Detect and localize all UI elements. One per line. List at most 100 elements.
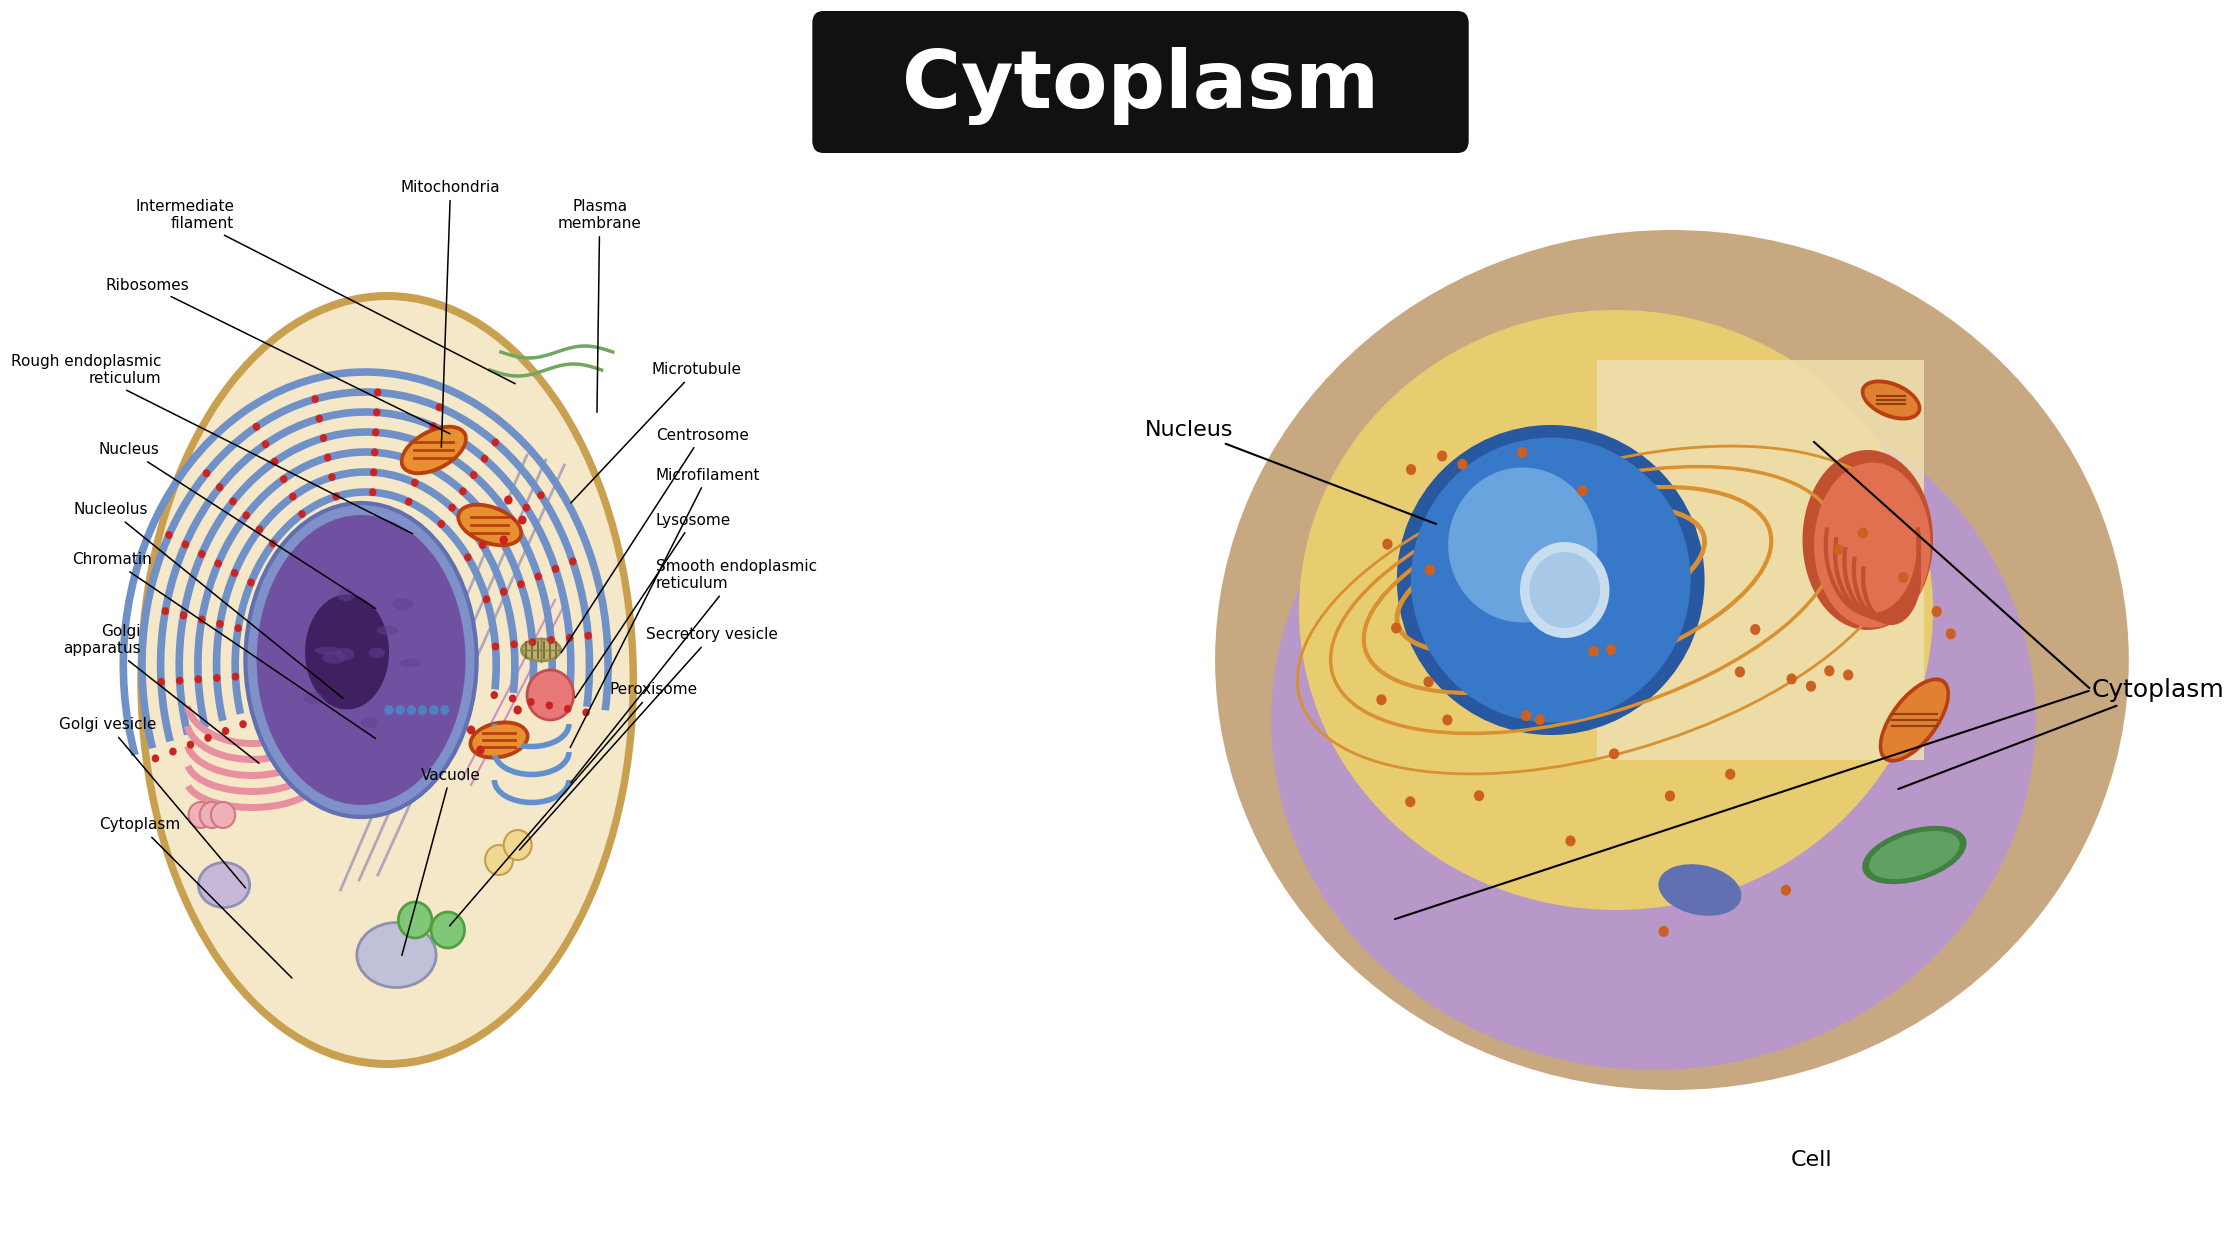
Circle shape — [374, 408, 381, 416]
Ellipse shape — [392, 598, 412, 611]
Circle shape — [486, 845, 513, 874]
Circle shape — [569, 557, 576, 566]
Circle shape — [582, 708, 589, 717]
Ellipse shape — [1814, 462, 1931, 627]
Circle shape — [1823, 665, 1835, 677]
Text: Plasma
membrane: Plasma membrane — [558, 199, 641, 412]
Circle shape — [484, 595, 491, 604]
Ellipse shape — [403, 428, 464, 471]
Ellipse shape — [361, 717, 379, 728]
Circle shape — [372, 428, 379, 436]
Ellipse shape — [1803, 450, 1933, 630]
Ellipse shape — [367, 648, 385, 658]
Circle shape — [1425, 564, 1436, 576]
Circle shape — [1458, 459, 1467, 470]
Ellipse shape — [146, 300, 629, 1060]
Circle shape — [354, 775, 363, 785]
Ellipse shape — [1214, 231, 2128, 1090]
Circle shape — [217, 620, 224, 627]
Text: Secretory vesicle: Secretory vesicle — [520, 627, 777, 851]
Circle shape — [1443, 714, 1452, 726]
Polygon shape — [1597, 360, 1924, 760]
Ellipse shape — [399, 659, 421, 668]
Circle shape — [470, 471, 477, 479]
Ellipse shape — [457, 503, 522, 547]
Circle shape — [408, 706, 417, 714]
Text: Lysosome: Lysosome — [576, 513, 730, 698]
Ellipse shape — [376, 626, 399, 635]
Circle shape — [410, 596, 419, 605]
Circle shape — [1577, 485, 1588, 496]
Circle shape — [1947, 629, 1956, 639]
Text: Rough endoplasmic
reticulum: Rough endoplasmic reticulum — [11, 354, 412, 534]
Ellipse shape — [468, 721, 529, 760]
Ellipse shape — [336, 648, 354, 660]
Circle shape — [202, 469, 211, 478]
Circle shape — [437, 520, 446, 528]
Text: Nucleus: Nucleus — [1145, 420, 1436, 524]
Circle shape — [435, 403, 444, 411]
Circle shape — [157, 678, 166, 685]
Ellipse shape — [459, 507, 520, 543]
Circle shape — [538, 491, 544, 499]
Circle shape — [459, 488, 466, 495]
Circle shape — [1588, 645, 1599, 656]
Circle shape — [511, 640, 517, 649]
Circle shape — [197, 616, 206, 624]
Text: Golgi
apparatus: Golgi apparatus — [63, 624, 260, 764]
Circle shape — [374, 615, 383, 625]
Circle shape — [464, 553, 473, 562]
Text: Golgi vesicle: Golgi vesicle — [60, 717, 246, 888]
Circle shape — [166, 530, 172, 539]
Circle shape — [522, 504, 531, 512]
Circle shape — [419, 706, 428, 714]
Text: Nucleus: Nucleus — [99, 442, 376, 609]
Circle shape — [504, 495, 513, 504]
Ellipse shape — [246, 503, 477, 816]
Circle shape — [396, 706, 405, 714]
Circle shape — [1566, 835, 1575, 847]
Ellipse shape — [356, 922, 437, 988]
Ellipse shape — [323, 651, 345, 664]
Circle shape — [1725, 769, 1736, 780]
Ellipse shape — [522, 639, 560, 662]
Circle shape — [188, 803, 213, 828]
Circle shape — [177, 677, 184, 684]
Circle shape — [1539, 592, 1550, 604]
Circle shape — [526, 698, 535, 706]
Circle shape — [430, 706, 439, 714]
Circle shape — [1832, 544, 1844, 554]
Circle shape — [1844, 669, 1852, 680]
Circle shape — [231, 570, 237, 577]
Circle shape — [253, 423, 260, 431]
Circle shape — [228, 498, 237, 505]
Text: Smooth endoplasmic
reticulum: Smooth endoplasmic reticulum — [571, 558, 818, 782]
Text: Chromatin: Chromatin — [72, 552, 376, 738]
Ellipse shape — [1398, 425, 1705, 735]
Text: Microtubule: Microtubule — [571, 363, 741, 503]
Ellipse shape — [336, 588, 354, 601]
Circle shape — [204, 733, 213, 742]
Circle shape — [500, 536, 508, 544]
Circle shape — [430, 422, 437, 430]
Ellipse shape — [258, 515, 466, 805]
Text: Ribosomes: Ribosomes — [105, 277, 450, 433]
Circle shape — [215, 559, 222, 567]
Circle shape — [392, 625, 401, 635]
Circle shape — [1931, 606, 1942, 617]
Ellipse shape — [1861, 379, 1922, 421]
Circle shape — [242, 512, 251, 519]
Circle shape — [213, 674, 220, 682]
Circle shape — [441, 706, 450, 714]
Circle shape — [298, 510, 305, 518]
Circle shape — [1805, 680, 1817, 692]
Circle shape — [547, 636, 556, 644]
Circle shape — [1734, 667, 1745, 678]
Circle shape — [504, 830, 531, 861]
Circle shape — [535, 572, 542, 581]
Ellipse shape — [1658, 864, 1740, 916]
Circle shape — [1749, 624, 1761, 635]
Circle shape — [491, 690, 497, 699]
Circle shape — [493, 528, 502, 537]
Ellipse shape — [199, 863, 249, 907]
